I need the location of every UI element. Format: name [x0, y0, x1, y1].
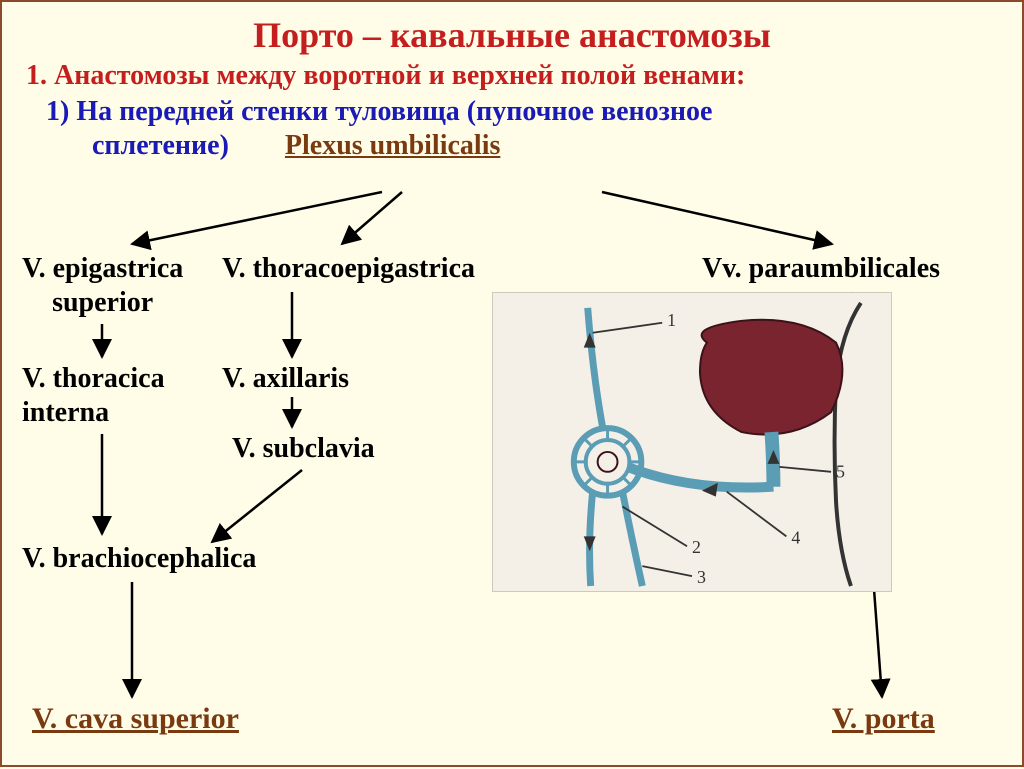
- plexus-label: Plexus umbilicalis: [285, 130, 500, 161]
- subsection-line1: 1) На передней стенки туловища (пупочное…: [2, 92, 1022, 130]
- anat-label-3: 3: [697, 567, 706, 587]
- section-title: 1. Анастомозы между воротной и верхней п…: [2, 56, 1022, 92]
- anat-label-2: 2: [692, 537, 701, 557]
- main-title: Порто – кавальные анастомозы: [2, 2, 1022, 56]
- node-thoracoepigastrica: V. thoracoepigastrica: [222, 252, 475, 286]
- terminal-porta: V. porta: [832, 702, 935, 736]
- node-subclavia: V. subclavia: [232, 432, 375, 466]
- anat-label-4: 4: [791, 527, 800, 547]
- anat-label-5: 5: [836, 462, 845, 482]
- terminal-cava-superior: V. cava superior: [32, 702, 239, 736]
- node-thoracica-interna: V. thoracica interna: [22, 362, 165, 429]
- node-brachiocephalica: V. brachiocephalica: [22, 542, 256, 576]
- node-axillaris: V. axillaris: [222, 362, 349, 396]
- anatomy-illustration: 1 2 3 4 5: [492, 292, 892, 592]
- node-paraumbilicales: Vv. paraumbilicales: [702, 252, 940, 286]
- subsection-splenie: сплетение): [92, 130, 229, 161]
- subsection-line2: сплетение) Plexus umbilicalis: [2, 130, 1022, 162]
- anat-label-1: 1: [667, 310, 676, 330]
- node-epigastrica-superior: V. epigastrica superior: [22, 252, 183, 319]
